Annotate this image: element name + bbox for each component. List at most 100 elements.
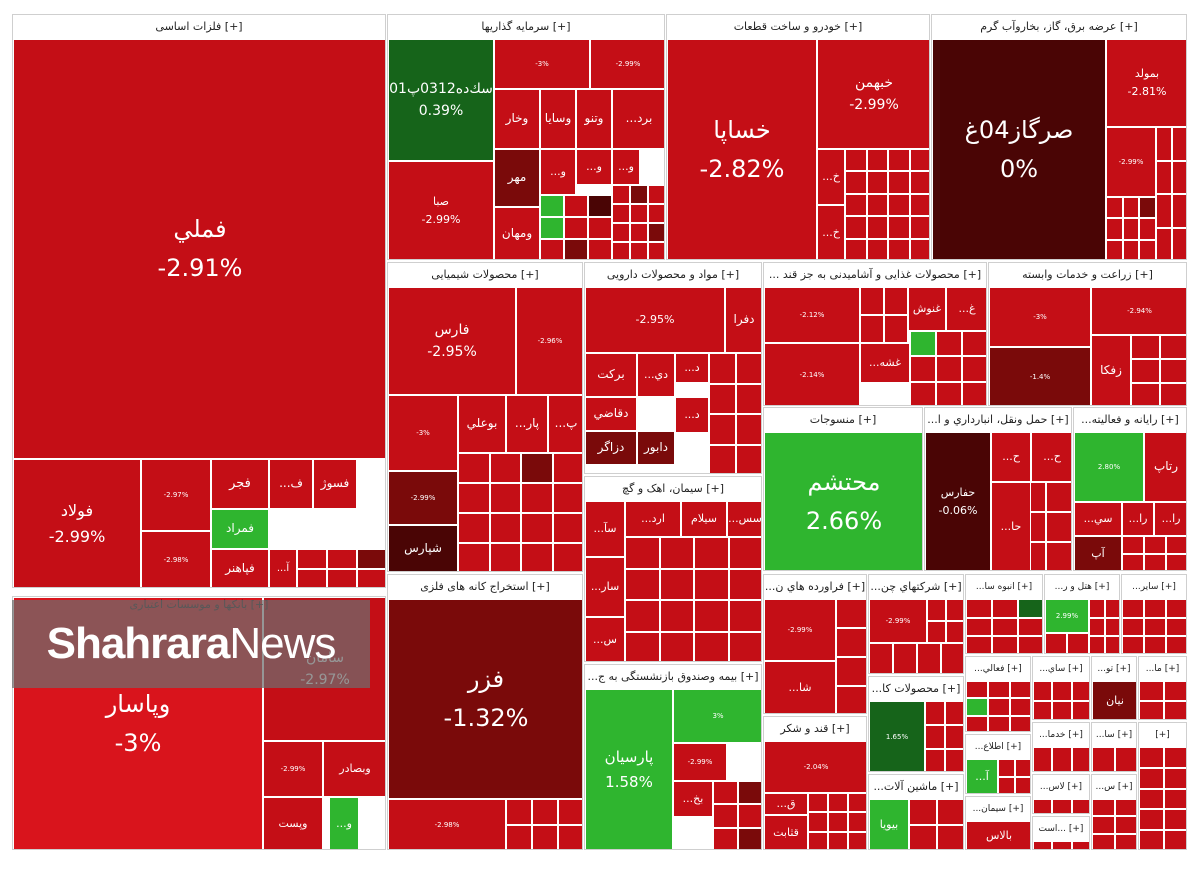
treemap-cell[interactable]	[630, 185, 648, 204]
stock-tile[interactable]: وپست	[263, 797, 323, 849]
treemap-cell[interactable]	[625, 631, 660, 661]
sector-box[interactable]: [+] سایر...	[1121, 574, 1187, 654]
stock-tile[interactable]: -2.96%	[516, 287, 582, 395]
treemap-cell[interactable]	[552, 453, 582, 483]
treemap-cell[interactable]	[966, 698, 988, 716]
stock-tile[interactable]: بيويا	[869, 799, 909, 849]
treemap-cell[interactable]	[1139, 239, 1156, 259]
treemap-cell[interactable]	[909, 193, 929, 217]
treemap-cell[interactable]	[612, 223, 630, 242]
sector-box[interactable]: [+] خدما...	[1032, 722, 1090, 772]
treemap-cell[interactable]	[884, 287, 908, 315]
treemap-cell[interactable]	[458, 453, 490, 483]
treemap-cell[interactable]	[489, 483, 521, 513]
treemap-cell[interactable]	[1144, 599, 1166, 618]
treemap-cell[interactable]	[728, 600, 761, 632]
treemap-cell[interactable]	[808, 812, 828, 832]
sector-box[interactable]: صرگاز04غ 0% بمولد -2.81% -2.99% [+] عرضه برق،…	[931, 14, 1187, 260]
treemap-cell[interactable]	[612, 242, 630, 259]
treemap-cell[interactable]	[521, 483, 553, 513]
treemap-cell[interactable]	[946, 621, 963, 643]
stock-tile[interactable]: وخار	[494, 89, 540, 149]
stock-tile[interactable]: خساپا -2.82%	[667, 39, 817, 259]
treemap-cell[interactable]	[866, 193, 888, 217]
stock-tile[interactable]: حا...	[991, 482, 1031, 570]
treemap-cell[interactable]	[910, 381, 936, 405]
treemap-cell[interactable]	[1163, 701, 1186, 719]
stock-tile[interactable]: غشه...	[860, 343, 910, 383]
treemap-cell[interactable]	[1115, 747, 1136, 771]
sector-box[interactable]: محتشم 2.66% [+] منسوجات	[763, 407, 923, 571]
stock-tile[interactable]: پارسيان 1.58%	[585, 689, 673, 849]
stock-tile[interactable]: حفارس -0.06%	[925, 432, 991, 570]
sector-box[interactable]: فملي -2.91% فولاد -2.99% -2.97% فجر ف... فسوژ -2…	[12, 14, 386, 588]
treemap-cell[interactable]	[1163, 788, 1186, 810]
sector-box[interactable]: -2.99% شا... [+] فراورده هاي ن...	[763, 574, 867, 714]
stock-tile[interactable]: -2.99%	[388, 471, 458, 525]
sector-box[interactable]: -3% -2.94% زفكا -1.4% [+] زراعت و خدمات وابس…	[988, 262, 1187, 406]
treemap-cell[interactable]	[1163, 747, 1186, 768]
stock-tile[interactable]: وتنو	[576, 89, 612, 149]
treemap-cell[interactable]	[992, 599, 1018, 618]
treemap-cell[interactable]	[1010, 681, 1030, 699]
treemap-cell[interactable]	[1159, 359, 1186, 383]
stock-tile[interactable]: صبا -2.99%	[388, 161, 494, 259]
treemap-cell[interactable]	[694, 568, 729, 600]
stock-tile[interactable]: رتاپ	[1144, 432, 1186, 502]
treemap-cell[interactable]	[297, 549, 327, 569]
treemap-cell[interactable]	[1052, 841, 1072, 849]
treemap-cell[interactable]	[648, 242, 664, 259]
stock-tile[interactable]: دي...	[637, 353, 675, 397]
sector-title[interactable]: [+] مواد و محصولات دارویی	[585, 263, 761, 287]
treemap-cell[interactable]	[888, 238, 910, 259]
sector-title[interactable]: [+] سرمایه گذاریها	[388, 15, 664, 39]
treemap-cell[interactable]	[910, 331, 936, 357]
treemap-cell[interactable]	[489, 543, 521, 571]
stock-tile[interactable]: -1.4%	[989, 347, 1091, 405]
treemap-cell[interactable]	[998, 777, 1015, 793]
treemap-cell[interactable]	[909, 171, 929, 194]
stock-tile[interactable]: دفرا	[725, 287, 761, 353]
treemap-cell[interactable]	[1018, 636, 1042, 653]
treemap-cell[interactable]	[552, 543, 582, 571]
treemap-cell[interactable]	[1105, 599, 1119, 618]
treemap-cell[interactable]	[836, 686, 866, 713]
stock-tile[interactable]: ارد...	[625, 501, 681, 537]
stock-tile[interactable]: مهر	[494, 149, 540, 207]
treemap-cell[interactable]	[1139, 701, 1164, 719]
stock-tile[interactable]: نيان	[1092, 681, 1136, 719]
treemap-cell[interactable]	[845, 171, 867, 194]
treemap-cell[interactable]	[936, 356, 962, 382]
treemap-cell[interactable]	[1045, 633, 1067, 653]
sector-title[interactable]: [+] انبوه سا...	[966, 575, 1042, 599]
treemap-cell[interactable]	[1071, 799, 1089, 813]
sector-title[interactable]: [+] رایانه و فعالیته...	[1074, 408, 1186, 432]
treemap-cell[interactable]	[866, 171, 888, 194]
stock-tile[interactable]: ومهان	[494, 207, 540, 259]
treemap-cell[interactable]	[1018, 617, 1042, 637]
treemap-cell[interactable]	[458, 543, 490, 571]
treemap-cell[interactable]	[625, 537, 660, 569]
stock-tile[interactable]: زفكا	[1091, 335, 1131, 405]
treemap-cell[interactable]	[694, 631, 729, 661]
sector-box[interactable]: پارسيان 1.58% 3% -2.99% بخ... [+] بیمه وصندوق…	[584, 664, 762, 850]
treemap-cell[interactable]	[1172, 194, 1186, 228]
treemap-cell[interactable]	[709, 414, 736, 445]
treemap-cell[interactable]	[1166, 617, 1186, 637]
treemap-cell[interactable]	[1131, 335, 1160, 359]
treemap-cell[interactable]	[327, 549, 357, 569]
sector-title[interactable]: [+] ...است	[1033, 817, 1089, 841]
stock-tile[interactable]: و...	[612, 149, 640, 185]
treemap-cell[interactable]	[992, 617, 1018, 637]
treemap-cell[interactable]	[521, 513, 553, 543]
stock-tile[interactable]: سس...	[727, 501, 761, 537]
sector-box[interactable]: فارس -2.95% -2.96% -3% بوعلي پار... پ... -2.99%…	[387, 262, 583, 572]
treemap-cell[interactable]	[1033, 841, 1053, 849]
stock-tile[interactable]: -3%	[989, 287, 1091, 347]
treemap-cell[interactable]	[1071, 701, 1089, 719]
treemap-cell[interactable]	[1010, 698, 1030, 716]
treemap-cell[interactable]	[808, 831, 828, 849]
treemap-cell[interactable]	[1139, 788, 1164, 810]
treemap-cell[interactable]	[1106, 239, 1123, 259]
treemap-cell[interactable]	[945, 725, 963, 749]
